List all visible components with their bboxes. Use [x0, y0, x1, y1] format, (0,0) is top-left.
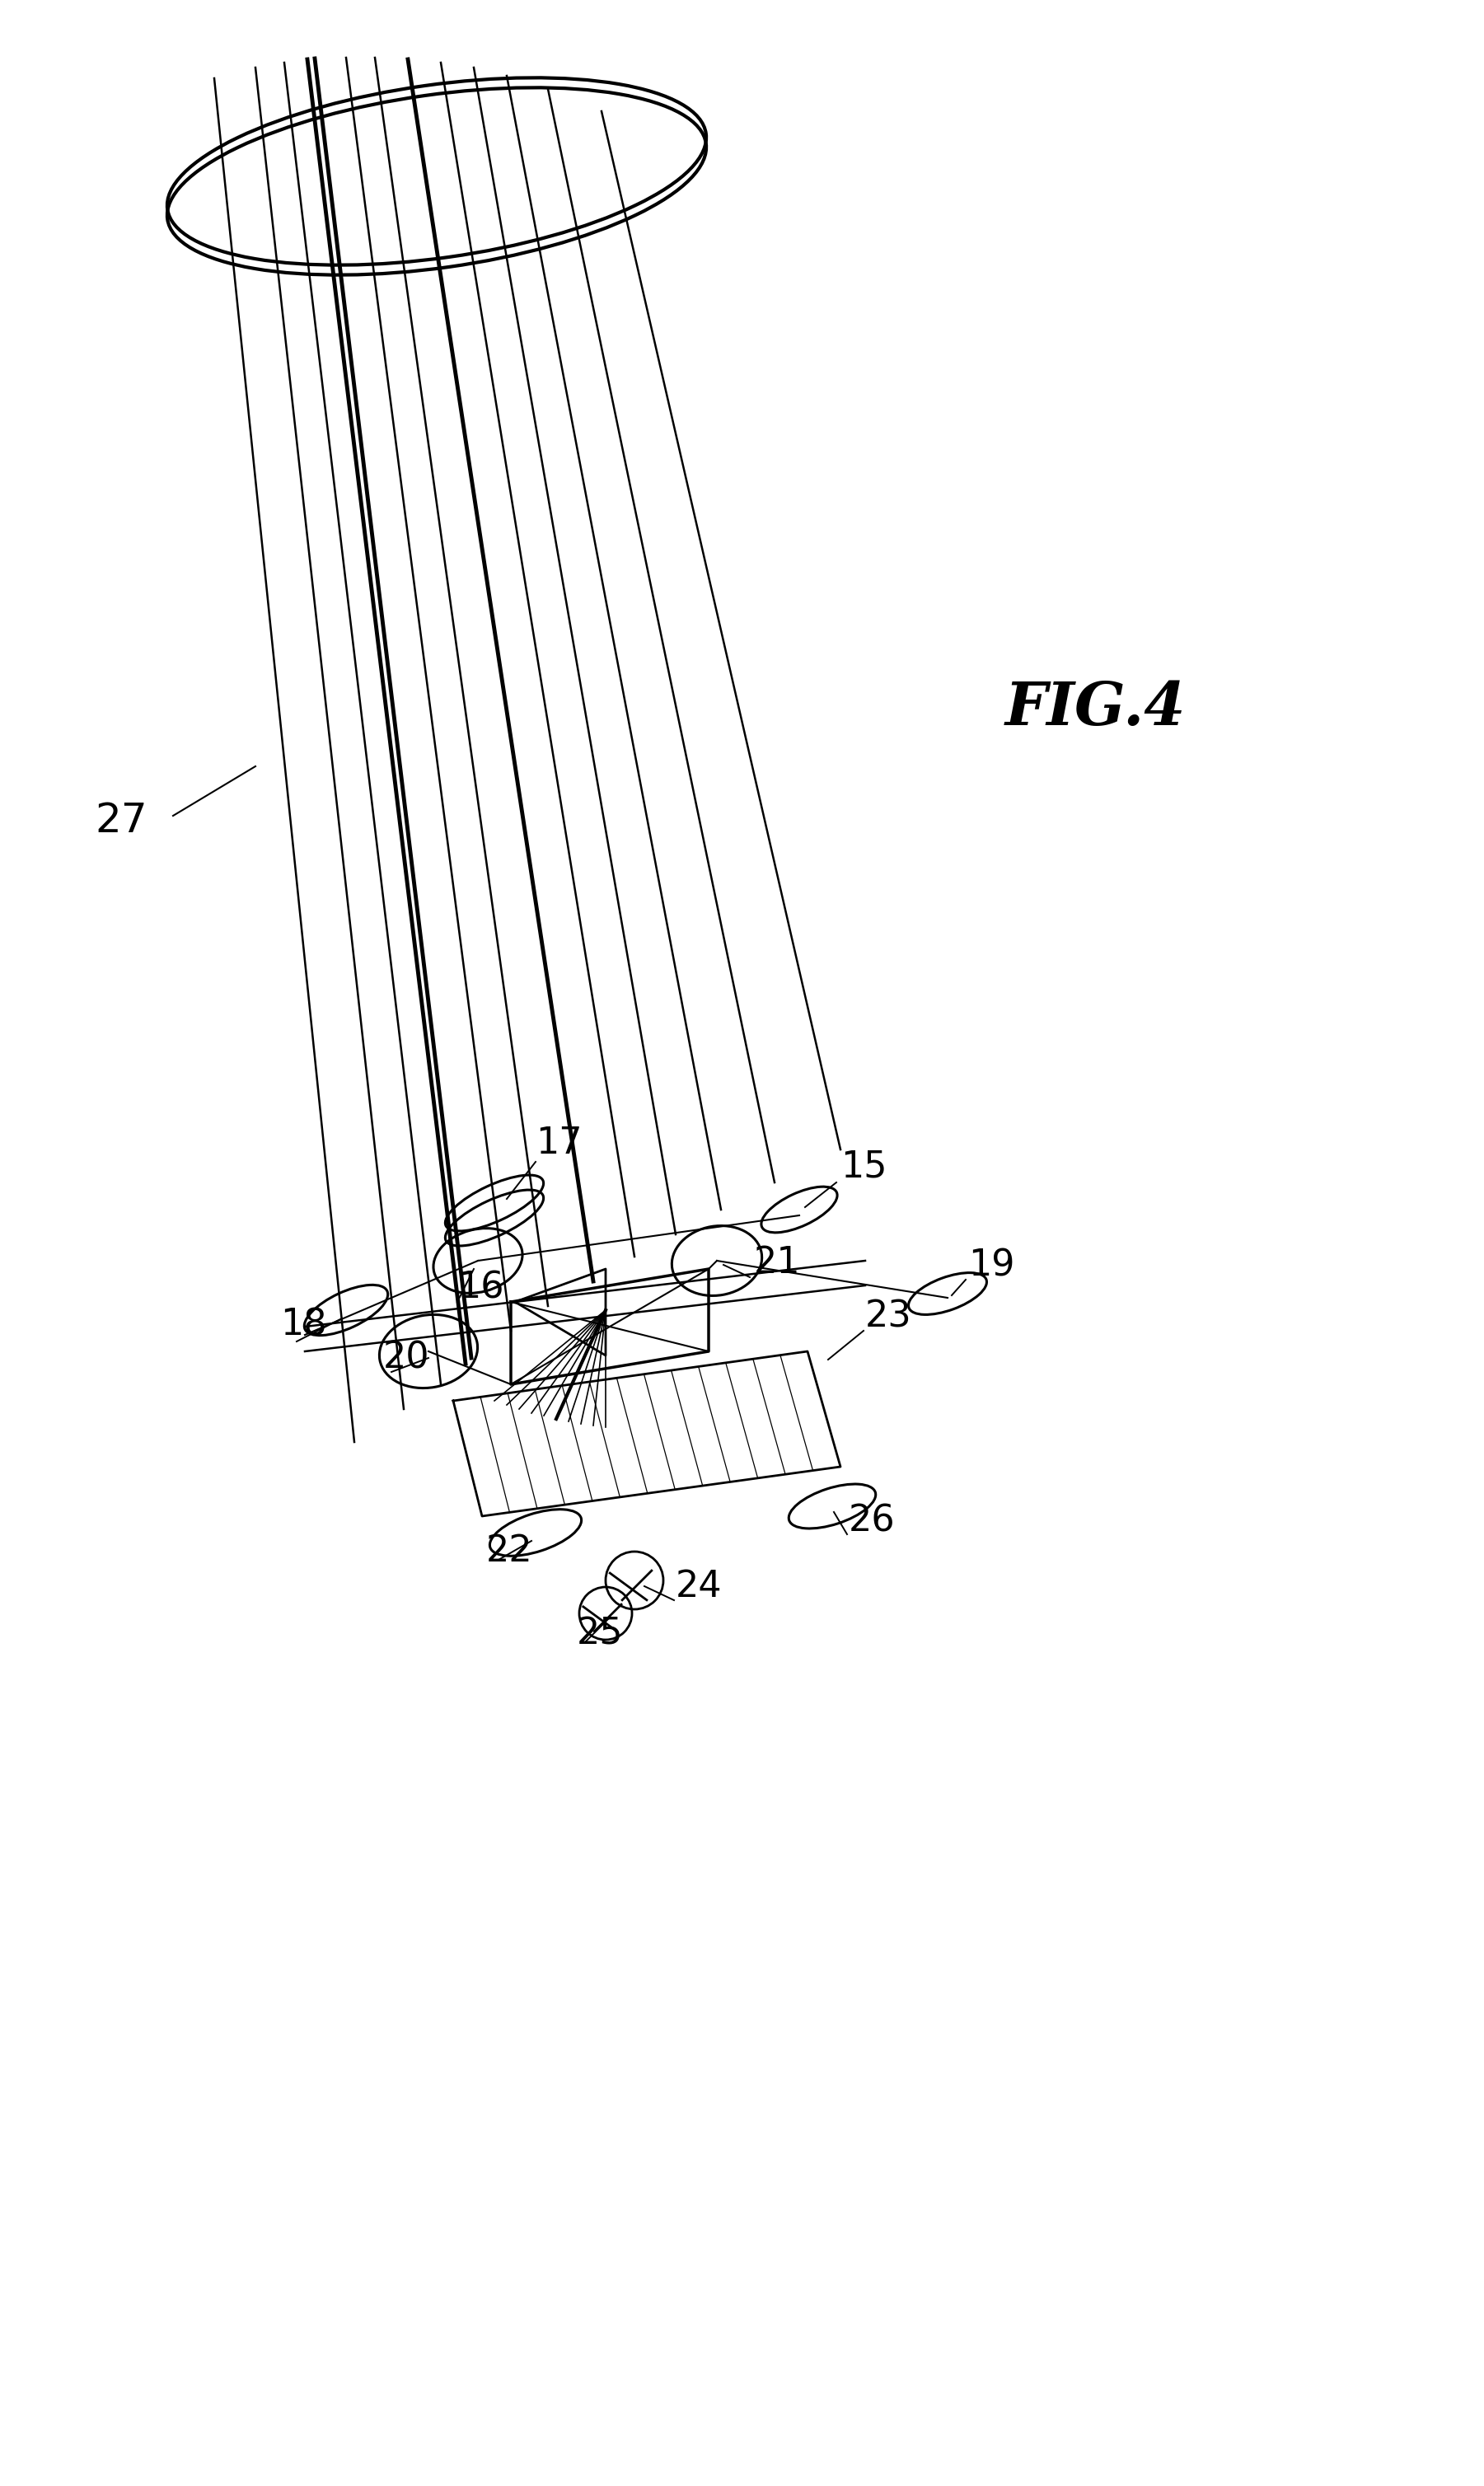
Text: 15: 15	[840, 1149, 887, 1183]
Text: 20: 20	[383, 1340, 430, 1375]
Text: 26: 26	[849, 1504, 895, 1539]
Text: 18: 18	[280, 1308, 326, 1342]
Text: 23: 23	[865, 1298, 913, 1335]
Text: 25: 25	[577, 1616, 623, 1651]
Text: 24: 24	[675, 1569, 723, 1603]
Text: 16: 16	[457, 1270, 505, 1305]
Text: FIG.4: FIG.4	[1005, 679, 1186, 738]
Text: 19: 19	[968, 1248, 1015, 1283]
Text: 17: 17	[536, 1126, 582, 1161]
Text: 21: 21	[754, 1245, 800, 1280]
Text: 27: 27	[95, 800, 147, 840]
Text: 22: 22	[487, 1534, 533, 1569]
